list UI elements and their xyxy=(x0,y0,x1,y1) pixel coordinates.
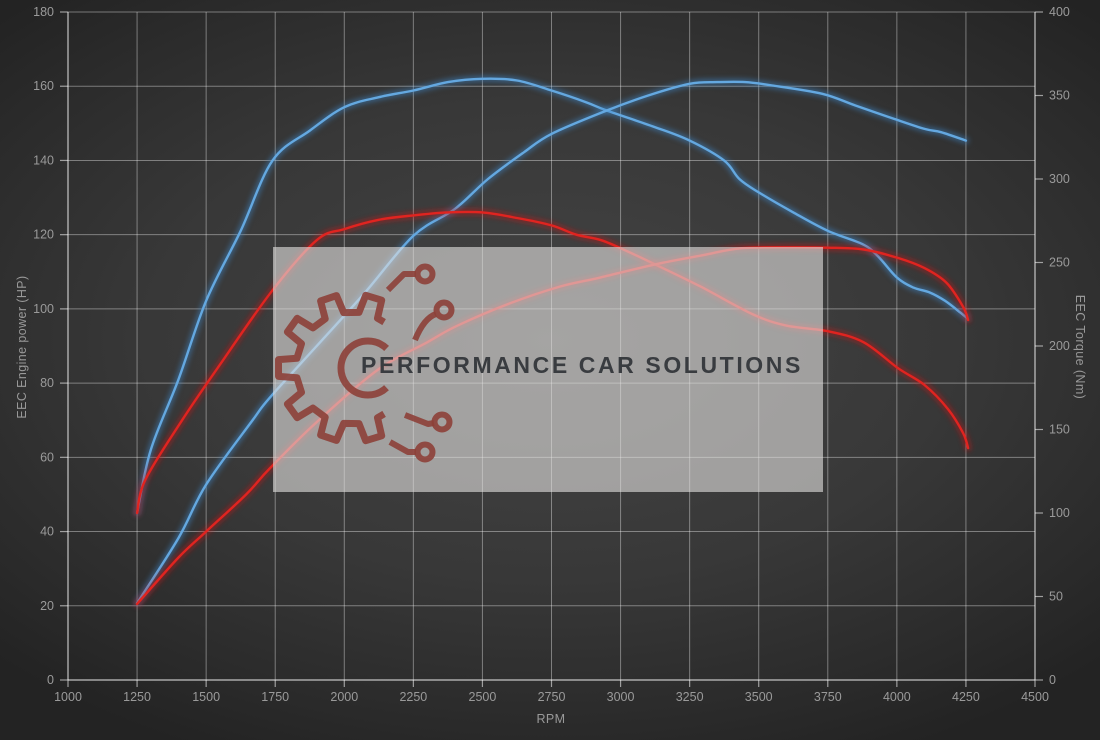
x-tick-label: 1000 xyxy=(54,690,82,704)
x-tick-label: 4250 xyxy=(952,690,980,704)
y-right-tick-label: 100 xyxy=(1049,506,1070,520)
y-left-tick-label: 20 xyxy=(40,599,54,613)
circuit-trace xyxy=(412,311,438,342)
series-blue-torque-2-path xyxy=(135,80,968,605)
x-tick-label: 2250 xyxy=(399,690,427,704)
series-red-power-1-path xyxy=(135,210,970,515)
gear-inner-arc xyxy=(337,337,399,399)
y-right-tick-label: 300 xyxy=(1049,172,1070,186)
x-tick-label: 3750 xyxy=(814,690,842,704)
y-right-tick-label: 150 xyxy=(1049,423,1070,437)
grid xyxy=(67,11,1036,681)
circuit-node xyxy=(433,299,455,321)
x-tick-label: 2000 xyxy=(330,690,358,704)
circuit-node xyxy=(414,263,436,285)
y-right-tick-label: 350 xyxy=(1049,89,1070,103)
y-left-tick-label: 100 xyxy=(33,302,54,316)
x-tick-label: 3000 xyxy=(607,690,635,704)
y-left-tick-label: 120 xyxy=(33,228,54,242)
x-tick-label: 2750 xyxy=(538,690,566,704)
y-left-tick-label: 180 xyxy=(33,5,54,19)
y-left-tick-label: 40 xyxy=(40,525,54,539)
x-tick-label: 1750 xyxy=(261,690,289,704)
x-tick-label: 1500 xyxy=(192,690,220,704)
x-tick-label: 1250 xyxy=(123,690,151,704)
y-left-tick-label: 0 xyxy=(47,673,54,687)
circuit-node xyxy=(431,411,453,433)
gear-circuit-logo-icon xyxy=(275,263,455,463)
circuit-node xyxy=(414,441,436,463)
circuit-trace xyxy=(388,439,416,455)
y-left-tick-label: 140 xyxy=(33,153,54,167)
y-left-tick-label: 160 xyxy=(33,79,54,93)
x-tick-label: 4000 xyxy=(883,690,911,704)
right-axis-title: EEC Torque (Nm) xyxy=(1073,294,1087,400)
y-left-tick-label: 80 xyxy=(40,376,54,390)
x-tick-label: 3250 xyxy=(676,690,704,704)
x-tick-label: 2500 xyxy=(469,690,497,704)
circuit-trace xyxy=(385,271,416,293)
watermark-text: PERFORMANCE CAR SOLUTIONS xyxy=(361,352,803,378)
tick-labels: 1000 1250 1500 1750 2000 2250 2500 2750 3000 3250… xyxy=(33,5,1070,704)
gear-outline xyxy=(275,291,386,445)
y-left-tick-label: 60 xyxy=(40,450,54,464)
x-axis-title: RPM xyxy=(536,712,566,726)
y-right-tick-label: 250 xyxy=(1049,256,1070,270)
y-right-tick-label: 50 xyxy=(1049,590,1063,604)
x-tick-label: 4500 xyxy=(1021,690,1049,704)
series-blue-torque-1-path xyxy=(135,77,968,515)
y-right-tick-label: 400 xyxy=(1049,5,1070,19)
y-right-tick-label: 0 xyxy=(1049,673,1056,687)
watermark: PERFORMANCE CAR SOLUTIONS xyxy=(273,247,823,492)
axes xyxy=(60,11,1043,687)
circuit-trace xyxy=(403,412,435,427)
x-tick-label: 3500 xyxy=(745,690,773,704)
y-right-tick-label: 200 xyxy=(1049,339,1070,353)
left-axis-title: EEC Engine power (HP) xyxy=(15,275,29,419)
